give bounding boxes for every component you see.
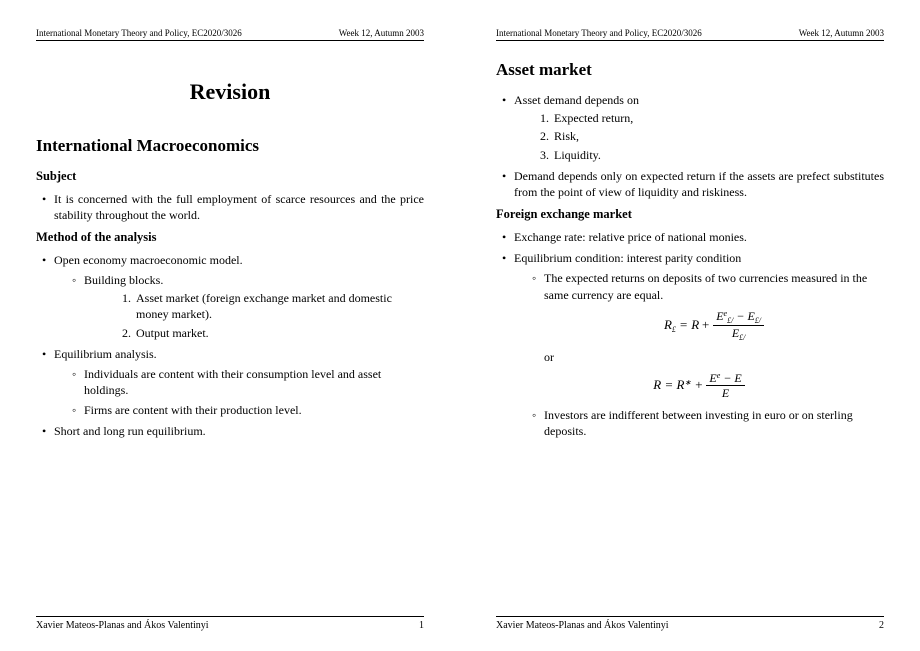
fx-1: Exchange rate: relative price of nationa… (496, 229, 884, 245)
method-item-1-text: Open economy macroeconomic model. (54, 253, 243, 267)
header-left: International Monetary Theory and Policy… (496, 28, 702, 38)
eq1-num-b: E (747, 309, 754, 323)
footer-page-num: 2 (879, 620, 884, 631)
section-heading: Asset market (496, 59, 884, 82)
page1-content: Revision International Macroeconomics Su… (36, 55, 424, 616)
subject-item: It is concerned with the full employment… (36, 191, 424, 223)
demand-only: Demand depends only on expected return i… (496, 168, 884, 200)
eq1-plus: + (701, 317, 713, 332)
demand-1: Expected return, (552, 110, 884, 126)
page-right: International Monetary Theory and Policy… (460, 0, 920, 651)
ea-1: Individuals are content with their consu… (54, 366, 424, 398)
method-item-2-text: Equilibrium analysis. (54, 347, 157, 361)
eq2-den: E (722, 386, 729, 400)
header-right: Week 12, Autumn 2003 (339, 28, 424, 38)
eq1-den-sub: £/ (739, 333, 745, 342)
fx-2a-text: The expected returns on deposits of two … (544, 271, 867, 301)
ea-2: Firms are content with their production … (54, 402, 424, 418)
eq1-r2: R (691, 317, 699, 332)
method-item-2: Equilibrium analysis. Individuals are co… (36, 346, 424, 419)
doc-title: Revision (36, 77, 424, 107)
fx-2a: The expected returns on deposits of two … (514, 270, 884, 343)
eq1-eq: = (676, 317, 691, 332)
eq1-num-a: E (716, 309, 723, 323)
eq1-lhs: R (664, 317, 672, 332)
eq1-frac: Ee£/ − E£/E£/ (713, 309, 764, 343)
eq2-num-a: E (709, 371, 716, 385)
page-footer: Xavier Mateos-Planas and Ákos Valentinyi… (36, 616, 424, 631)
eq2-lhs: R (653, 377, 661, 392)
page2-content: Asset market Asset demand depends on Exp… (496, 55, 884, 616)
building-blocks: Building blocks. Asset market (foreign e… (54, 272, 424, 341)
demand-2: Risk, (552, 128, 884, 144)
bb-2: Output market. (134, 325, 424, 341)
equation-1: R£ = R + Ee£/ − E£/E£/ (544, 309, 884, 343)
eq2-eq: = (661, 377, 676, 392)
eq2-plus: + (691, 377, 706, 392)
eq1-minus: − (733, 309, 747, 323)
demand-3: Liquidity. (552, 147, 884, 163)
fx-2-text: Equilibrium condition: interest parity c… (514, 251, 741, 265)
footer-authors: Xavier Mateos-Planas and Ákos Valentinyi (36, 620, 209, 631)
section-heading: International Macroeconomics (36, 135, 424, 158)
bb-1: Asset market (foreign exchange market an… (134, 290, 424, 322)
footer-authors: Xavier Mateos-Planas and Ákos Valentinyi (496, 620, 669, 631)
page-left: International Monetary Theory and Policy… (0, 0, 460, 651)
subsection-subject: Subject (36, 168, 424, 185)
eq2-frac: Ee − EE (706, 371, 744, 401)
page-header: International Monetary Theory and Policy… (496, 28, 884, 41)
fx-2: Equilibrium condition: interest parity c… (496, 250, 884, 439)
page-footer: Xavier Mateos-Planas and Ákos Valentinyi… (496, 616, 884, 631)
method-item-3: Short and long run equilibrium. (36, 423, 424, 439)
footer-page-num: 1 (419, 620, 424, 631)
fx-2b: Investors are indifferent between invest… (514, 407, 884, 439)
eq2-num-b: E (734, 371, 741, 385)
header-right: Week 12, Autumn 2003 (799, 28, 884, 38)
demand-intro-text: Asset demand depends on (514, 93, 639, 107)
subsection-fx: Foreign exchange market (496, 206, 884, 223)
method-item-1: Open economy macroeconomic model. Buildi… (36, 252, 424, 341)
equation-2: R = R∗ + Ee − EE (514, 371, 884, 401)
eq2-minus: − (720, 371, 734, 385)
subsection-method: Method of the analysis (36, 229, 424, 246)
or-text: or (514, 349, 884, 365)
header-left: International Monetary Theory and Policy… (36, 28, 242, 38)
eq1-num-b-sub: £/ (755, 316, 761, 325)
page-header: International Monetary Theory and Policy… (36, 28, 424, 41)
demand-intro: Asset demand depends on Expected return,… (496, 92, 884, 163)
building-blocks-text: Building blocks. (84, 273, 163, 287)
